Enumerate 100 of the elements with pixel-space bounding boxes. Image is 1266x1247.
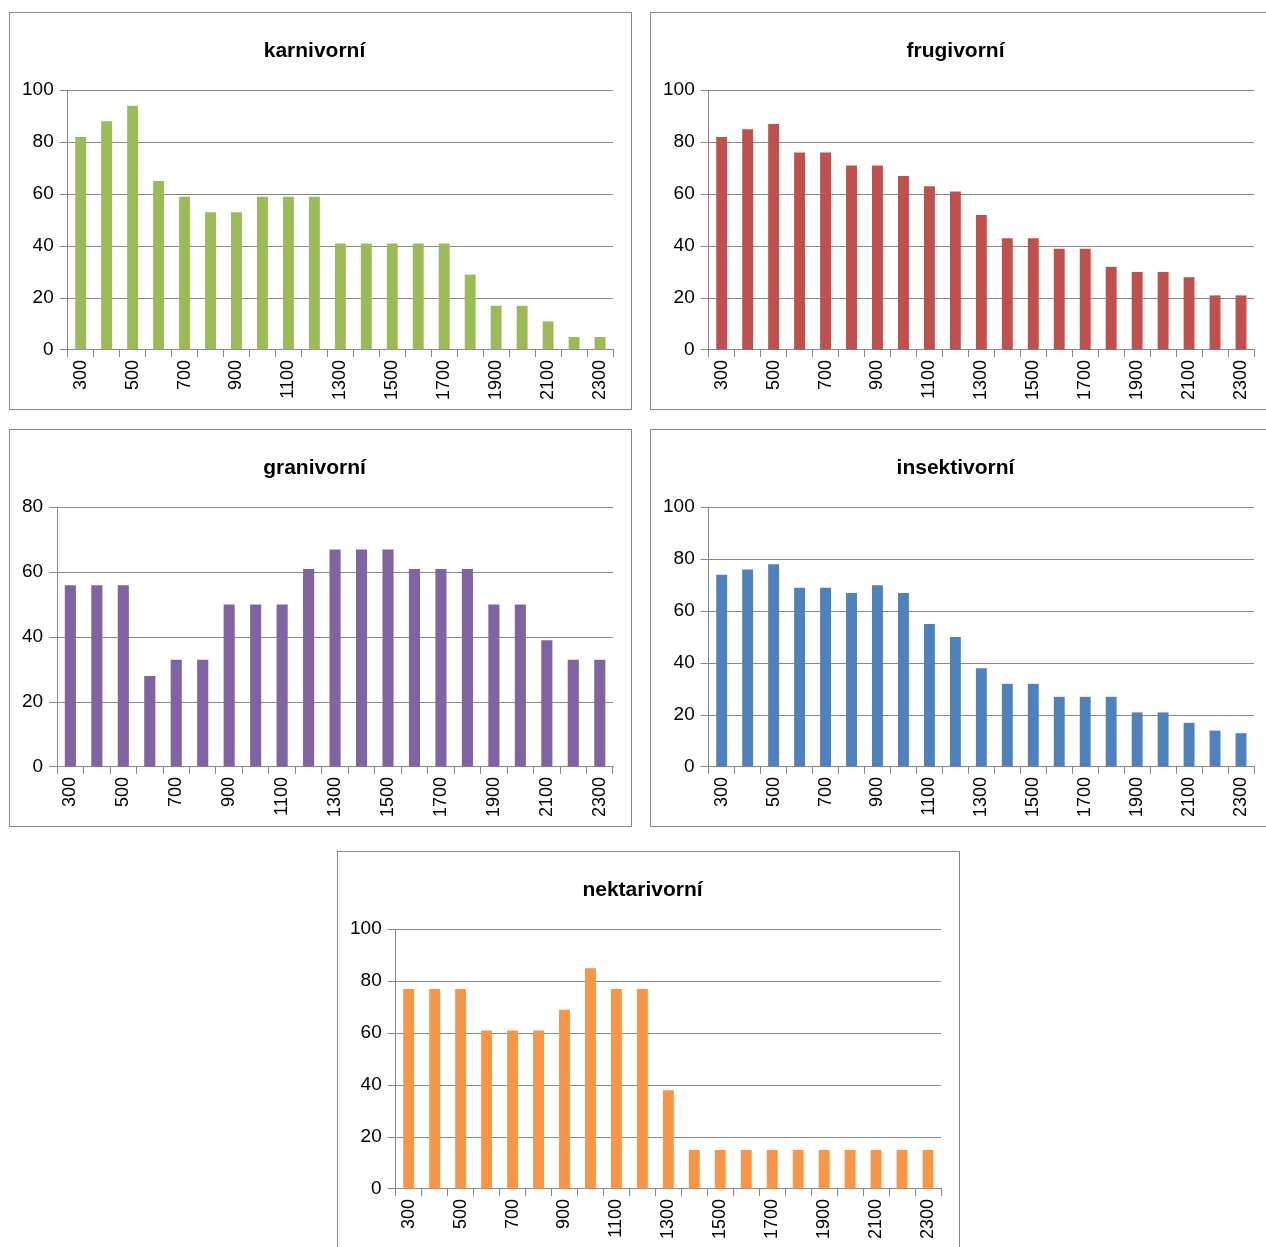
bar (568, 336, 580, 350)
x-tick-label: 1100 (605, 1198, 626, 1238)
y-tick-label: 40 (21, 625, 44, 647)
x-tick-label: 1500 (709, 1198, 730, 1239)
x-tick-label: 1300 (657, 1198, 678, 1239)
bar (412, 243, 424, 350)
bar (429, 988, 441, 1189)
bar (794, 152, 806, 350)
bar (355, 549, 368, 767)
x-tick-label: 500 (762, 776, 783, 807)
y-tick-label: 20 (360, 1125, 382, 1147)
bar (153, 181, 165, 350)
x-tick-label: 300 (397, 1198, 418, 1229)
bar (382, 549, 394, 767)
chart-title: karnivorní (263, 38, 367, 62)
x-tick-label: 2300 (1229, 359, 1250, 400)
bar (792, 1149, 804, 1189)
x-tick-label: 2100 (1178, 776, 1199, 817)
bar (559, 1009, 570, 1189)
bar (1001, 683, 1013, 767)
y-tick-label: 0 (43, 338, 54, 360)
x-tick-label: 1500 (1022, 776, 1043, 817)
bar (127, 105, 139, 350)
x-tick-label: 700 (814, 359, 835, 390)
y-tick-label: 40 (673, 651, 695, 673)
bar (975, 214, 987, 350)
bar (922, 1149, 934, 1189)
bar (91, 585, 103, 767)
bar (820, 152, 831, 350)
bar (818, 1149, 830, 1189)
bar (308, 196, 320, 350)
bar (896, 1149, 908, 1189)
bar (768, 564, 780, 767)
bar (794, 587, 806, 767)
bar (1079, 696, 1091, 767)
x-tick-label: 1900 (813, 1198, 834, 1239)
bar (1105, 266, 1117, 350)
bar (636, 988, 648, 1189)
x-tick-label: 1300 (329, 359, 350, 400)
bar (975, 668, 987, 767)
bar (567, 659, 579, 767)
bar (768, 123, 780, 350)
bar (688, 1149, 700, 1189)
y-tick-label: 20 (32, 286, 54, 308)
chart-title: granivorní (263, 455, 367, 479)
bar (117, 585, 129, 767)
bar (408, 568, 421, 767)
x-tick-label: 1300 (970, 359, 991, 400)
x-tick-label: 900 (866, 359, 887, 390)
x-tick-label: 1900 (485, 359, 506, 400)
bar (1209, 730, 1221, 767)
bar (949, 191, 961, 350)
x-tick-label: 900 (218, 776, 239, 807)
bar (516, 305, 528, 350)
bar (276, 604, 288, 767)
bar (490, 305, 502, 350)
x-tick-label: 700 (165, 776, 186, 807)
x-tick-label: 1300 (970, 776, 991, 817)
bar (872, 585, 883, 767)
bar (403, 988, 415, 1189)
bar (282, 196, 294, 350)
bar (144, 676, 156, 767)
x-tick-label: 2300 (588, 359, 609, 400)
bar (898, 592, 909, 767)
x-tick-label: 500 (762, 359, 783, 390)
x-tick-label: 1500 (376, 776, 397, 817)
bar (1079, 248, 1091, 350)
x-tick-label: 2100 (1178, 359, 1199, 400)
chart-title: frugivorní (906, 38, 1006, 62)
x-tick-label: 1700 (1074, 359, 1095, 400)
x-tick-label: 1500 (381, 359, 402, 400)
bar (1157, 272, 1169, 350)
x-tick-label: 300 (710, 776, 731, 807)
bar (716, 136, 728, 350)
x-tick-label: 2100 (865, 1198, 886, 1239)
bar (461, 568, 473, 767)
bar (1235, 733, 1247, 767)
y-tick-label: 80 (360, 969, 382, 991)
bar (1027, 683, 1039, 767)
bar (1027, 238, 1039, 350)
y-tick-label: 20 (21, 690, 44, 712)
y-tick-label: 0 (684, 755, 695, 777)
x-tick-label: 1100 (918, 359, 939, 399)
x-tick-label: 700 (501, 1198, 522, 1229)
y-tick-label: 60 (673, 599, 695, 621)
bar (1209, 295, 1221, 350)
x-tick-label: 900 (225, 359, 246, 390)
bar (75, 136, 87, 350)
y-tick-label: 100 (663, 495, 695, 517)
bar (714, 1149, 726, 1189)
chart-title: insektivorní (896, 455, 1016, 479)
bar (1053, 248, 1065, 350)
bar (846, 592, 857, 767)
bar (740, 1149, 752, 1189)
bar (533, 1030, 544, 1189)
x-tick-label: 900 (866, 776, 887, 807)
x-tick-label: 2300 (588, 776, 609, 817)
x-tick-label: 500 (449, 1198, 470, 1229)
bar (716, 574, 728, 767)
bar (585, 968, 596, 1189)
